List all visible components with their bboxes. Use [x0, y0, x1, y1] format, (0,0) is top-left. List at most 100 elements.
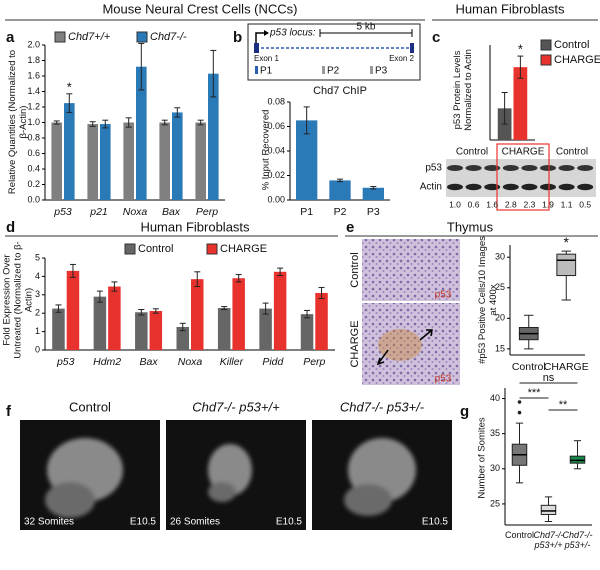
primer-mark — [322, 66, 325, 74]
x-tick-label: P2 — [334, 206, 347, 218]
panel-letter: a — [6, 29, 15, 46]
bar — [296, 120, 318, 200]
embryo — [45, 438, 416, 518]
legend-label: CHARGE — [554, 54, 600, 66]
significance: * — [564, 234, 570, 250]
y-tick-label: 1.8 — [27, 55, 40, 65]
exon-label: Exon 1 — [254, 54, 279, 63]
band — [540, 183, 556, 191]
quantity: 1.9 — [542, 199, 554, 209]
y-axis-label: % Input Recovered — [260, 109, 272, 191]
blot-image — [446, 159, 596, 197]
x-tick-label: Perp — [303, 356, 325, 368]
panel-letter: g — [460, 403, 469, 420]
bar — [315, 292, 328, 350]
band — [465, 183, 482, 191]
condition-label: Control — [349, 252, 361, 287]
panel-letter: f — [6, 403, 12, 420]
primer-label: P2 — [327, 66, 340, 77]
bar — [362, 187, 384, 200]
quantity: 1.6 — [486, 199, 498, 209]
primer-label: P1 — [260, 66, 273, 77]
bar — [195, 122, 206, 200]
quantity: 0.6 — [468, 199, 480, 209]
stain-region — [378, 329, 422, 361]
y-tick-label: 0.0 — [27, 194, 40, 204]
box — [556, 253, 577, 277]
embryo-genotype: Chd7-/- p53+/- — [340, 399, 425, 414]
x-tick-label: p53 — [56, 356, 75, 368]
bar — [66, 270, 80, 350]
x-tick-label: Hdm2 — [93, 356, 121, 368]
band — [484, 183, 501, 191]
y-tick-label: 30 — [495, 252, 505, 262]
x-tick-label: Chd7-/- p53+/+ — [533, 530, 564, 550]
band — [484, 165, 501, 171]
y-tick-label: 1.6 — [27, 70, 40, 80]
significance: * — [518, 42, 523, 57]
y-tick-label: 35 — [490, 428, 500, 438]
legend-label: Control — [554, 39, 589, 51]
y-tick-label: 2 — [35, 308, 40, 318]
x-tick-label: Bax — [140, 356, 159, 368]
highlight-box — [496, 143, 550, 211]
y-tick-label: 1.2 — [27, 101, 40, 111]
y-tick-label: 1 — [35, 326, 40, 336]
stage: E10.5 — [276, 517, 303, 528]
x-tick-label: P1 — [300, 206, 313, 218]
quantity: 0.5 — [579, 199, 591, 209]
bar — [232, 278, 245, 350]
band — [558, 183, 575, 191]
bar — [329, 180, 351, 200]
band — [558, 165, 575, 171]
comparison-label: *** — [528, 387, 542, 399]
blot-row: Actin — [420, 182, 442, 193]
band — [465, 165, 482, 171]
x-tick-label: Control — [504, 530, 534, 540]
bar — [64, 103, 75, 200]
section-header: Human Fibroblasts — [455, 1, 565, 16]
x-tick-label: Pidd — [262, 356, 284, 368]
legend-swatch — [540, 54, 552, 66]
bar — [100, 124, 111, 200]
band — [577, 165, 594, 171]
y-tick-label: 3 — [35, 289, 40, 299]
bar — [208, 73, 219, 200]
stage: E10.5 — [422, 517, 449, 528]
bar — [123, 122, 134, 200]
legend-swatch — [540, 39, 552, 51]
y-tick-label: 1.0 — [27, 117, 40, 127]
legend-label: Chd7+/+ — [68, 31, 111, 43]
bar — [149, 310, 163, 350]
bar — [136, 66, 147, 200]
x-tick-label: Chd7-/- p53+/- — [562, 530, 593, 550]
y-tick-label: 2.0 — [27, 39, 40, 49]
somite-count: 26 Somites — [170, 517, 220, 528]
quantity: 2.8 — [505, 199, 517, 209]
primer-mark — [370, 66, 373, 74]
legend-swatch — [206, 243, 218, 255]
section-header: Mouse Neural Crest Cells (NCCs) — [102, 1, 297, 16]
legend-label: Control — [138, 243, 173, 255]
blot-bands — [447, 165, 594, 191]
band — [521, 183, 538, 191]
y-tick-label: 0.00 — [267, 194, 285, 204]
bar — [52, 308, 65, 350]
histology-image — [362, 239, 460, 301]
y-tick-label: 4 — [35, 271, 40, 281]
legend-swatch — [54, 31, 66, 43]
bar — [51, 122, 62, 200]
stain-label: p53 — [435, 290, 452, 301]
bar — [135, 312, 148, 350]
band — [521, 165, 538, 171]
exon — [254, 43, 259, 53]
bar — [108, 286, 121, 350]
y-axis-label: Fold Expression Over Untreated (Normaliz… — [1, 241, 35, 359]
y-tick-label: 0 — [35, 344, 40, 354]
stain-label: p53 — [435, 374, 452, 385]
embryo-genotype: Control — [69, 399, 111, 414]
y-axis-label: Relative Quantities (Normalized to β-Act… — [7, 49, 29, 195]
arrow — [419, 329, 433, 341]
x-tick-label: Control — [512, 361, 546, 373]
y-tick-label: 15 — [495, 343, 505, 353]
